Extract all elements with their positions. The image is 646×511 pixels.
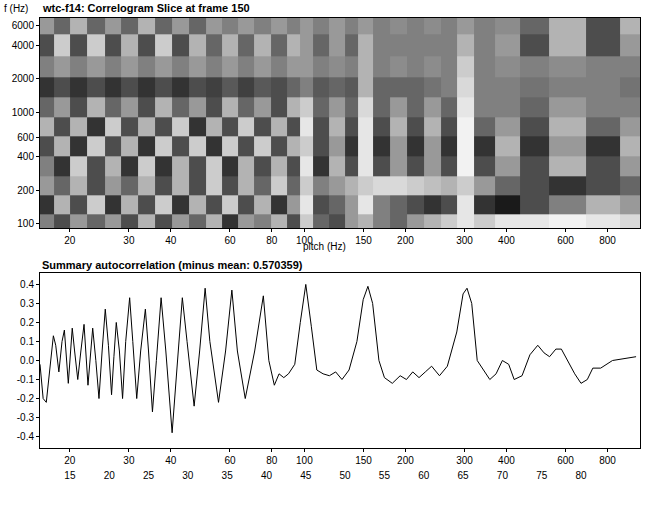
svg-text:600: 600: [557, 455, 574, 466]
svg-text:65: 65: [458, 470, 470, 481]
svg-text:60: 60: [224, 235, 236, 246]
svg-text:100: 100: [296, 235, 313, 246]
svg-text:400: 400: [17, 151, 34, 162]
svg-text:pitch (Hz): pitch (Hz): [303, 241, 346, 252]
svg-text:f (Hz): f (Hz): [4, 3, 28, 14]
svg-text:30: 30: [182, 470, 194, 481]
svg-text:300: 300: [456, 455, 473, 466]
svg-text:50: 50: [340, 470, 352, 481]
svg-text:15: 15: [64, 470, 76, 481]
svg-text:40: 40: [261, 470, 273, 481]
svg-text:0.4: 0.4: [20, 279, 34, 290]
svg-text:400: 400: [498, 235, 515, 246]
svg-text:80: 80: [575, 470, 587, 481]
svg-text:20: 20: [64, 235, 76, 246]
svg-text:-0.1: -0.1: [17, 374, 35, 385]
svg-text:0.2: 0.2: [20, 317, 34, 328]
svg-text:80: 80: [266, 455, 278, 466]
svg-text:55: 55: [379, 470, 391, 481]
svg-text:30: 30: [123, 455, 135, 466]
svg-text:150: 150: [355, 235, 372, 246]
svg-text:150: 150: [355, 455, 372, 466]
svg-text:100: 100: [17, 218, 34, 229]
svg-text:-0.4: -0.4: [17, 431, 35, 442]
svg-text:200: 200: [397, 235, 414, 246]
svg-text:20: 20: [64, 455, 76, 466]
svg-text:800: 800: [599, 235, 616, 246]
svg-text:30: 30: [123, 235, 135, 246]
svg-text:2000: 2000: [12, 73, 35, 84]
svg-text:600: 600: [17, 132, 34, 143]
svg-text:-0.2: -0.2: [17, 393, 35, 404]
svg-text:200: 200: [397, 455, 414, 466]
svg-text:Summary autocorrelation (minus: Summary autocorrelation (minus mean: 0.5…: [42, 259, 303, 271]
svg-text:20: 20: [104, 470, 116, 481]
svg-text:45: 45: [300, 470, 312, 481]
svg-text:0.1: 0.1: [20, 336, 34, 347]
svg-text:600: 600: [557, 235, 574, 246]
svg-text:40: 40: [165, 235, 177, 246]
svg-text:40: 40: [165, 455, 177, 466]
svg-text:1000: 1000: [12, 107, 35, 118]
svg-text:-0.3: -0.3: [17, 412, 35, 423]
svg-text:35: 35: [222, 470, 234, 481]
svg-text:800: 800: [599, 455, 616, 466]
svg-text:75: 75: [536, 470, 548, 481]
svg-text:300: 300: [456, 235, 473, 246]
svg-text:80: 80: [266, 235, 278, 246]
svg-text:0.3: 0.3: [20, 298, 34, 309]
svg-text:6000: 6000: [12, 20, 35, 31]
svg-text:60: 60: [224, 455, 236, 466]
svg-text:200: 200: [17, 185, 34, 196]
svg-text:60: 60: [418, 470, 430, 481]
svg-text:400: 400: [498, 455, 515, 466]
svg-text:4000: 4000: [12, 40, 35, 51]
svg-text:25: 25: [143, 470, 155, 481]
svg-text:wtc-f14: Correlogram Slice at: wtc-f14: Correlogram Slice at frame 150: [42, 2, 250, 14]
svg-text:100: 100: [296, 455, 313, 466]
svg-text:0.0: 0.0: [20, 355, 34, 366]
svg-text:70: 70: [497, 470, 509, 481]
